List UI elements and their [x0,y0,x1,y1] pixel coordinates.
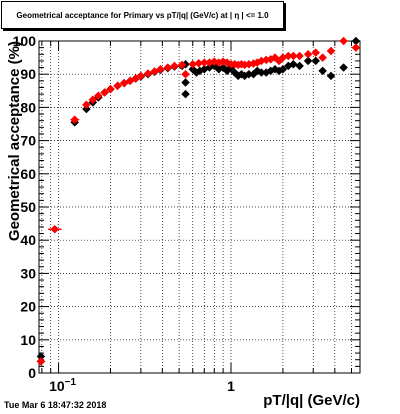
data-point-red [289,51,298,61]
data-point-red [303,49,313,59]
data-point-red [156,64,165,74]
y-tick-label: 100 [13,33,37,49]
data-point-black [311,56,321,66]
data-point-red [136,71,146,81]
data-point-red [113,81,122,91]
data-point-red [318,53,327,62]
y-axis-label: Geometrical acceptance (%) [6,41,23,241]
data-point-red [295,51,304,61]
data-point-red [326,46,336,56]
data-point-red [311,48,321,57]
data-point-red [163,63,173,72]
data-point-red [36,357,46,366]
y-tick-label: 0 [28,365,36,381]
data-point-red [181,69,190,79]
data-point-red [143,69,153,78]
data-point-red [339,36,348,46]
data-point-red [351,43,361,52]
data-point-red [88,95,98,105]
data-point-red [100,88,109,97]
timestamp: Tue Mar 6 18:47:32 2018 [4,400,107,410]
data-point-black [181,78,190,87]
data-point-black [326,71,336,81]
y-tick-label: 10 [20,332,36,348]
data-point-red [106,84,115,94]
axis-ticks [39,40,360,374]
x-axis-label: pT/|q| (GeV/c) [263,392,360,409]
y-tick-label: 60 [20,166,36,182]
x-tick-label: 10−1 [49,377,76,394]
data-point-black [278,64,288,74]
data-point-black [289,59,298,69]
data-point-red [82,100,91,110]
y-tick-label: 50 [20,199,36,215]
data-point-black [303,56,313,66]
data-point-red [93,91,103,101]
y-tick-label: 20 [20,299,36,315]
y-tick-label: 80 [20,99,36,115]
chart-title: Geometrical acceptance for Primary vs pT… [16,10,269,20]
tick-labels: 0 10 20 30 40 50 60 70 80 90 100 10−1 1 [13,33,235,394]
y-tick-label: 40 [20,232,36,248]
y-tick-label: 30 [20,265,36,281]
data-point-black [181,89,190,99]
data-point-black [295,61,304,71]
chart-title-box: Geometrical acceptance for Primary vs pT… [1,1,284,29]
y-tick-label: 90 [20,66,36,82]
x-tick-label: 1 [227,378,235,394]
data-point-red [177,60,187,70]
grid [39,41,360,373]
y-tick-label: 70 [20,133,36,149]
data-point-red [170,61,179,71]
data-points [36,36,361,366]
data-point-black [339,63,348,72]
data-point-black [318,66,327,76]
